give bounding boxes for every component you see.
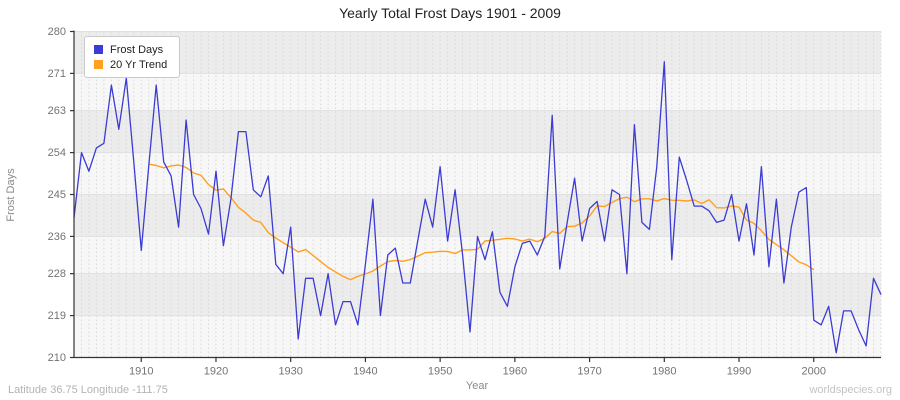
y-tick-label: 236 [48,231,66,243]
axes [70,30,881,362]
legend-item-trend: 20 Yr Trend [94,57,167,72]
y-tick-label: 245 [48,189,66,201]
y-tick-label: 254 [48,147,66,159]
x-tick-label: 1990 [727,366,751,378]
x-tick-label: 1960 [503,366,527,378]
y-tick-label: 210 [48,352,66,364]
y-tick-label: 219 [48,310,66,322]
y-tick-label: 271 [48,68,66,80]
tick-labels: 210 219 228 236 245 254 263 271 280 1910 1920 1930 1… [48,26,826,378]
trend-marker-icon [94,60,103,69]
y-tick-label: 280 [48,26,66,38]
x-tick-label: 2000 [802,366,826,378]
chart-title: Yearly Total Frost Days 1901 - 2009 [339,5,561,21]
x-axis-label: Year [466,380,489,392]
x-tick-label: 1910 [129,366,153,378]
legend-label-frost-days: Frost Days [110,43,164,56]
x-tick-label: 1980 [652,366,676,378]
legend-label-trend: 20 Yr Trend [110,58,168,71]
watermark: worldspecies.org [809,384,892,396]
x-tick-label: 1920 [204,366,228,378]
frost-days-marker-icon [94,45,103,54]
y-tick-label: 228 [48,268,66,280]
y-axis-label: Frost Days [5,168,17,222]
frost-days-line [73,61,882,354]
coordinates-caption: Latitude 36.75 Longitude -111.75 [8,384,168,396]
x-tick-label: 1930 [278,366,302,378]
series-lines [73,61,882,354]
x-tick-label: 1950 [428,366,452,378]
x-tick-label: 1940 [353,366,377,378]
legend-item-frost-days: Frost Days [94,42,167,57]
x-tick-label: 1970 [577,366,601,378]
y-tick-label: 263 [48,105,66,117]
legend: Frost Days 20 Yr Trend [84,36,181,78]
trend-line [148,163,815,281]
